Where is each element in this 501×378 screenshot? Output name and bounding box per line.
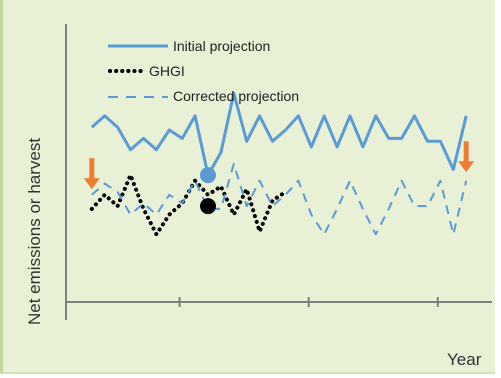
series-line-corrected [91, 162, 468, 236]
y-axis-label: Net emissions or harvest [25, 138, 44, 325]
chart-markers [200, 167, 216, 215]
marker-initial-end [200, 167, 216, 184]
legend-label-initial: Initial projection [173, 38, 270, 54]
series-line-ghgi [89, 173, 288, 237]
legend-item-ghgi: GHGI [108, 63, 185, 79]
legend-label-ghgi: GHGI [149, 63, 185, 79]
chart-axes [65, 24, 492, 320]
adjustment-arrow-left [83, 158, 100, 190]
chart-legend: Initial projection GHGI Corrected projec… [108, 38, 299, 104]
chart-panel [0, 0, 495, 374]
series-line-initial [90, 91, 468, 177]
marker-ghgi-end [200, 198, 216, 215]
legend-item-corrected: Corrected projection [108, 88, 299, 104]
chart-series [89, 91, 468, 237]
legend-item-initial: Initial projection [108, 38, 270, 54]
x-axis-label: Year [447, 350, 482, 369]
legend-label-corrected: Corrected projection [173, 88, 299, 104]
chart-arrows [83, 141, 475, 190]
adjustment-arrow-right [458, 141, 475, 173]
